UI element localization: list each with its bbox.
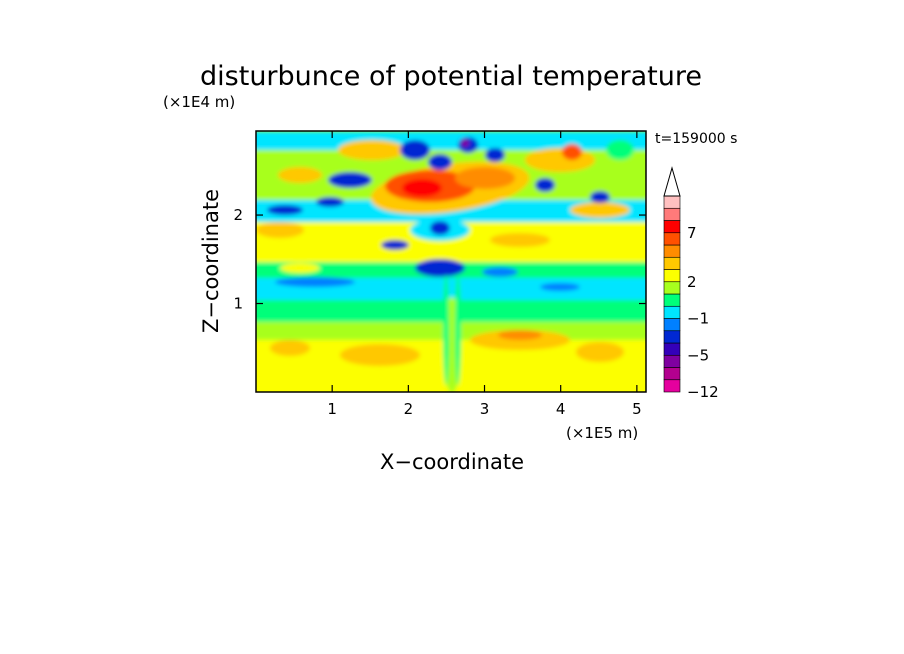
colorbar-swatch	[663, 244, 681, 258]
colorbar-tick-label: 7	[687, 224, 697, 242]
plot-frame	[255, 130, 647, 393]
x-unit-label: (×1E5 m)	[566, 424, 638, 442]
colorbar-swatch	[663, 232, 681, 246]
colorbar-swatch	[663, 354, 681, 368]
colorbar-tick-label: 2	[687, 273, 697, 291]
colorbar: 7 2 −1 −5 −12	[663, 166, 719, 401]
colorbar-swatch	[663, 293, 681, 307]
colorbar-swatch	[663, 342, 681, 356]
y-ticks: 12	[233, 206, 646, 313]
colorbar-swatch	[663, 367, 681, 381]
x-tick-label: 1	[327, 400, 337, 418]
x-tick-label: 2	[404, 400, 414, 418]
colorbar-extend-arrow	[663, 166, 681, 197]
colorbar-swatch	[663, 256, 681, 270]
y-tick-label: 2	[233, 206, 243, 224]
colorbar-swatch	[663, 195, 681, 209]
colorbar-swatch	[663, 269, 681, 283]
colorbar-swatch	[663, 207, 681, 221]
colorbar-swatch	[663, 220, 681, 234]
x-tick-label: 3	[480, 400, 490, 418]
chart-title: disturbunce of potential temperature	[200, 61, 702, 92]
time-label: t=159000 s	[655, 131, 737, 147]
x-tick-label: 5	[632, 400, 642, 418]
colorbar-swatch	[663, 281, 681, 295]
y-axis-label: Z−coordinate	[199, 189, 223, 333]
x-tick-label: 4	[556, 400, 566, 418]
x-ticks: 1 2 3 4 5	[327, 131, 642, 418]
colorbar-swatch	[663, 330, 681, 344]
colorbar-tick-label: −12	[687, 383, 719, 401]
contour-field	[256, 131, 646, 392]
colorbar-tick-label: −5	[687, 346, 709, 364]
colorbar-swatch	[663, 305, 681, 319]
colorbar-swatch	[663, 318, 681, 332]
x-axis-label: X−coordinate	[380, 450, 524, 474]
y-unit-label: (×1E4 m)	[163, 93, 235, 111]
colorbar-swatch	[663, 379, 681, 393]
colorbar-tick-label: −1	[687, 310, 709, 328]
y-tick-label: 1	[233, 295, 243, 313]
